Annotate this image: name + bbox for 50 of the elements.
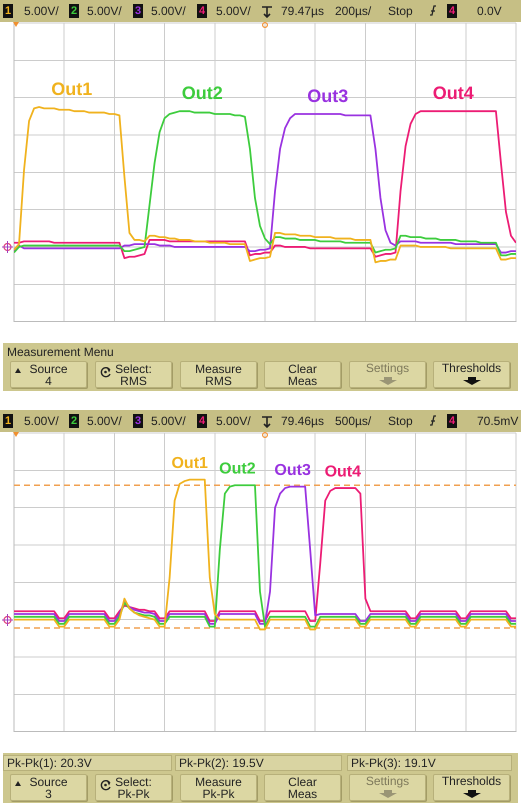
text: 1 bbox=[3, 4, 14, 18]
text: 3 bbox=[133, 414, 144, 428]
text: 3 bbox=[133, 4, 144, 18]
text: Measure Pk-Pk bbox=[181, 775, 256, 801]
series-label: Out3 bbox=[274, 462, 311, 480]
text: 79.47µs bbox=[281, 4, 324, 18]
text: 1 bbox=[3, 414, 14, 428]
text: 70.5mV bbox=[477, 414, 518, 428]
series-label: Out2 bbox=[182, 83, 223, 104]
text: 5.00V/ bbox=[216, 414, 251, 428]
text: Settings bbox=[364, 774, 410, 788]
text: Settings bbox=[364, 361, 410, 375]
text: Pk-Pk(1): 20.3V bbox=[3, 755, 172, 771]
text: Clear Meas bbox=[265, 775, 340, 801]
text: 5.00V/ bbox=[216, 4, 251, 18]
text: 200µs/ bbox=[335, 4, 372, 18]
text: 79.46µs bbox=[281, 414, 324, 428]
text: Select: RMS bbox=[96, 362, 171, 388]
text: Clear Meas bbox=[265, 362, 340, 388]
series-label: Out2 bbox=[219, 460, 256, 478]
text: 4 bbox=[447, 4, 458, 18]
text: 2 bbox=[69, 4, 80, 18]
series-label: Out1 bbox=[51, 78, 92, 99]
text: Pk-Pk(3): 19.1V bbox=[347, 755, 512, 771]
series-label: Out4 bbox=[324, 463, 362, 480]
text: Thresholds bbox=[440, 361, 502, 375]
series-label: Out3 bbox=[307, 86, 348, 106]
text: 4 bbox=[447, 414, 458, 428]
text: Select: Pk-Pk bbox=[96, 775, 171, 801]
text: Stop bbox=[388, 414, 413, 428]
text: Pk-Pk(2): 19.5V bbox=[175, 755, 342, 771]
text: Stop bbox=[388, 4, 413, 18]
text: 5.00V/ bbox=[87, 4, 122, 18]
text: 500µs/ bbox=[335, 414, 372, 428]
text: 5.00V/ bbox=[151, 414, 186, 428]
series-label: Out4 bbox=[432, 83, 474, 104]
text: 5.00V/ bbox=[151, 4, 186, 18]
text: Thresholds bbox=[440, 774, 502, 788]
source-note: Source 4 bbox=[11, 362, 86, 388]
source-note: Source 3 bbox=[11, 775, 86, 801]
text: 4 bbox=[197, 414, 208, 428]
text: 5.00V/ bbox=[24, 4, 59, 18]
text: 5.00V/ bbox=[24, 414, 59, 428]
text: 5.00V/ bbox=[87, 414, 122, 428]
text: 0.0V bbox=[477, 4, 502, 18]
text: 2 bbox=[69, 414, 80, 428]
text: Measurement Menu bbox=[7, 345, 114, 359]
text: Measure RMS bbox=[181, 362, 256, 388]
series-label: Out1 bbox=[171, 455, 208, 472]
text: 4 bbox=[197, 4, 208, 18]
